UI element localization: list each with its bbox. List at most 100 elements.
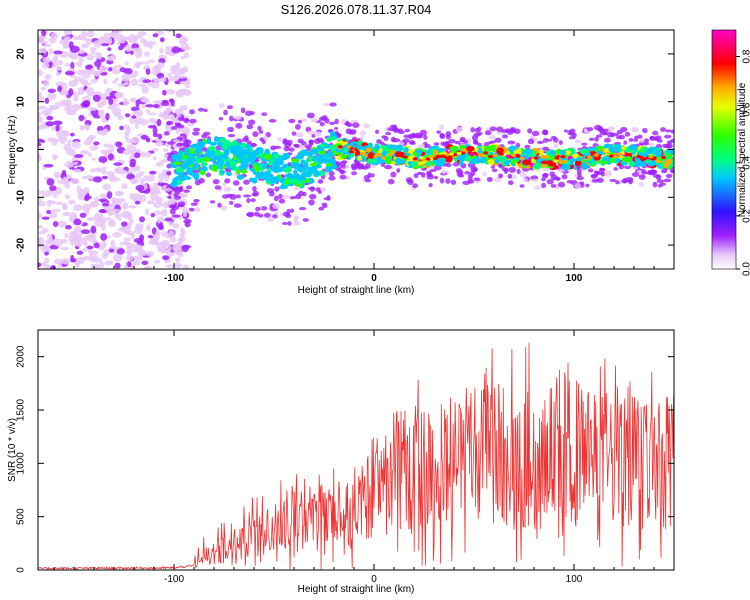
- spectrogram-cell: [155, 230, 161, 237]
- spectrogram-cell: [112, 253, 123, 262]
- spectrogram-cell: [141, 260, 149, 265]
- colorbar-tick-label: 0.0: [742, 262, 750, 276]
- spectrogram-cell: [139, 216, 145, 223]
- spectrogram-cell: [455, 168, 463, 174]
- spectrogram-cell: [70, 148, 76, 157]
- spectrogram-cell: [282, 221, 289, 225]
- spectrogram-cell: [355, 151, 361, 155]
- spectrogram-cell: [236, 194, 241, 199]
- spectrogram-cell: [193, 199, 200, 203]
- spectrogram-cell: [301, 175, 307, 182]
- spectrogram-cell: [496, 147, 504, 155]
- spectrogram-cell: [49, 105, 58, 111]
- spectrogram-cell: [144, 51, 151, 57]
- spectrogram-cell: [631, 126, 639, 133]
- spectrogram-cell: [145, 137, 151, 143]
- spectrogram-cell: [346, 145, 352, 149]
- spectrogram-cell: [126, 144, 137, 152]
- spectrogram-cell: [467, 174, 474, 179]
- spectrogram-cell: [98, 156, 108, 163]
- spectrogram-cell: [207, 146, 217, 151]
- spectrogram-cell: [408, 140, 416, 145]
- spectrogram-cell: [152, 126, 158, 135]
- spectrogram-cell: [294, 123, 301, 130]
- spectrogram-cell: [100, 99, 107, 106]
- spectrogram-cell: [272, 203, 280, 210]
- spectrogram-cell: [527, 138, 535, 145]
- spectrogram-cell: [663, 162, 669, 168]
- spectrogram-cell: [46, 200, 56, 204]
- spectrogram-cell: [89, 250, 99, 256]
- spectrogram-cell: [145, 109, 151, 113]
- spectrogram-cell: [150, 212, 156, 218]
- spectrogram-cell: [139, 119, 149, 126]
- spectrogram-cell: [48, 48, 53, 55]
- spectrogram-cell: [287, 178, 295, 184]
- spectrogram-cell: [670, 129, 674, 134]
- spectrogram-cell: [133, 244, 143, 251]
- spectrogram-cell: [185, 84, 191, 89]
- spectrogram-cell: [113, 162, 123, 166]
- spectrogram-cell: [92, 94, 101, 102]
- spectrogram-cell: [328, 175, 336, 181]
- spectrogram-cell: [228, 115, 234, 122]
- spectrogram-cell: [628, 138, 634, 142]
- spectrogram-cell: [510, 159, 518, 164]
- spectrogram-cell: [167, 72, 172, 78]
- spectrogram-cell: [412, 183, 419, 188]
- spectrogram-cell: [64, 62, 71, 67]
- spectrogram-cell: [173, 161, 183, 166]
- spectrogram-cell: [237, 149, 246, 154]
- spectrogram-cell: [261, 112, 268, 117]
- spectrogram-cell: [267, 216, 275, 222]
- spectrogram-cell: [565, 150, 571, 156]
- spectrogram-cell: [402, 155, 408, 159]
- spectrogram-cell: [41, 216, 50, 220]
- spectrogram-cell: [57, 85, 63, 93]
- spectrogram-cell: [49, 265, 57, 269]
- spectrogram-cell: [82, 71, 90, 79]
- spectrogram-cell: [490, 165, 495, 169]
- spectrogram-cell: [130, 72, 137, 79]
- spectrogram-cell: [598, 167, 606, 171]
- spectrogram-cell: [340, 154, 348, 159]
- spectrogram-cell: [81, 31, 88, 39]
- spectrogram-cell: [52, 154, 57, 161]
- spectrogram-cell: [178, 107, 183, 113]
- spectrogram-cell: [508, 166, 517, 173]
- spectrogram-cell: [306, 146, 312, 152]
- spectrogram-cell: [390, 171, 397, 178]
- spectrogram-cell: [125, 255, 134, 262]
- spectrogram-cell: [273, 210, 279, 216]
- spectrogram-cell: [201, 133, 208, 139]
- spectrogram-cell: [118, 45, 124, 51]
- spectrogram-cell: [356, 163, 365, 168]
- spectrogram-cell: [494, 177, 501, 183]
- spectrogram-cell: [163, 153, 169, 159]
- spectrogram-cell: [469, 160, 475, 165]
- spectrogram-cell: [498, 173, 503, 179]
- spectrogram-cell: [577, 173, 582, 178]
- spectrogram-cell: [137, 113, 142, 118]
- spectrogram-cell: [539, 149, 544, 155]
- spectrogram-cell: [93, 214, 102, 221]
- spectrogram-cell: [100, 240, 107, 249]
- spectrogram-cell: [558, 140, 563, 145]
- spectrogram-cell: [329, 130, 335, 138]
- spectrogram-cell: [138, 194, 147, 202]
- spectrogram-cell: [128, 34, 137, 42]
- spectrogram-cell: [52, 120, 63, 126]
- spectrogram-cell: [657, 184, 663, 188]
- spectrogram-cell: [240, 107, 246, 114]
- spectrogram-cell: [263, 153, 273, 160]
- spectrogram-cell: [105, 37, 113, 42]
- spectrogram-cell: [38, 196, 43, 203]
- spectrogram-cell: [176, 124, 185, 129]
- spectrogram-cell: [86, 136, 94, 141]
- spectrogram-ytick-label: -10: [16, 190, 27, 205]
- spectrogram-cell: [540, 182, 547, 189]
- spectrogram-cell: [173, 262, 183, 269]
- spectrogram-cell: [198, 107, 205, 112]
- spectrogram-cell: [196, 146, 202, 151]
- spectrogram-cell: [68, 41, 74, 50]
